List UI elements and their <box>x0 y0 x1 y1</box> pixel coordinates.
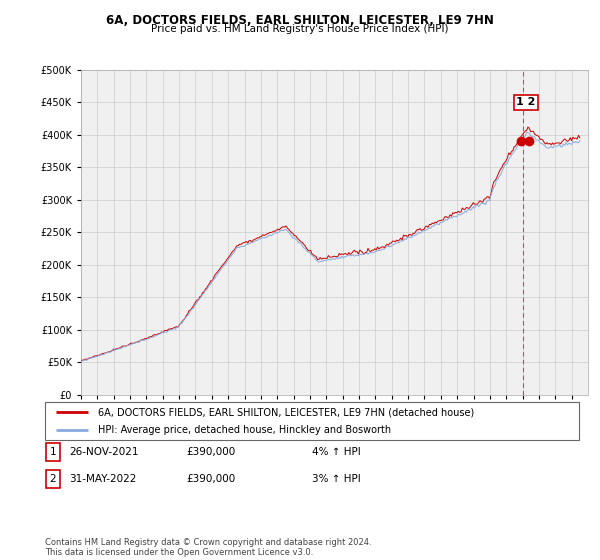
FancyBboxPatch shape <box>46 443 60 461</box>
Text: 1 2: 1 2 <box>516 97 536 108</box>
Text: Price paid vs. HM Land Registry's House Price Index (HPI): Price paid vs. HM Land Registry's House … <box>151 24 449 34</box>
Text: 4% ↑ HPI: 4% ↑ HPI <box>312 447 361 457</box>
Text: £390,000: £390,000 <box>186 447 235 457</box>
Text: 2: 2 <box>49 474 56 484</box>
Text: HPI: Average price, detached house, Hinckley and Bosworth: HPI: Average price, detached house, Hinc… <box>98 425 392 435</box>
Text: 26-NOV-2021: 26-NOV-2021 <box>69 447 139 457</box>
Text: 31-MAY-2022: 31-MAY-2022 <box>69 474 136 484</box>
Text: 1: 1 <box>49 447 56 457</box>
Text: 3% ↑ HPI: 3% ↑ HPI <box>312 474 361 484</box>
Text: 6A, DOCTORS FIELDS, EARL SHILTON, LEICESTER, LE9 7HN (detached house): 6A, DOCTORS FIELDS, EARL SHILTON, LEICES… <box>98 407 475 417</box>
FancyBboxPatch shape <box>46 470 60 488</box>
FancyBboxPatch shape <box>45 402 579 440</box>
Text: 6A, DOCTORS FIELDS, EARL SHILTON, LEICESTER, LE9 7HN: 6A, DOCTORS FIELDS, EARL SHILTON, LEICES… <box>106 14 494 27</box>
Text: £390,000: £390,000 <box>186 474 235 484</box>
Text: Contains HM Land Registry data © Crown copyright and database right 2024.
This d: Contains HM Land Registry data © Crown c… <box>45 538 371 557</box>
